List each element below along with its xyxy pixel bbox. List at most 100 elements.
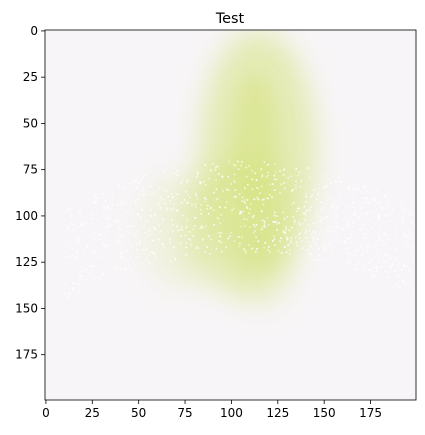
speckle-dot [408,230,411,233]
speckle-dot [306,249,308,252]
speckle-dot [153,226,155,228]
speckle-dot [144,232,146,234]
speckle-dot [214,168,217,171]
speckle-dot [167,195,169,198]
speckle-dot [117,203,119,206]
speckle-dot [275,178,278,181]
speckle-dot [249,208,251,210]
y-tick-label: 150 [15,301,38,315]
speckle-dot [358,262,360,265]
speckle-dot [181,179,184,182]
speckle-dot [308,209,310,211]
speckle-dot [102,192,105,194]
speckle-dot [289,249,291,251]
speckle-dot [216,165,219,168]
plot-frame [44,29,417,401]
speckle-dot [298,237,301,240]
speckle-dot [172,207,175,209]
speckle-dot [129,225,132,227]
speckle-dot [389,257,392,259]
speckle-dot [349,189,351,191]
speckle-dot [252,216,254,218]
speckle-dot [119,240,121,242]
speckle-dot [245,252,247,254]
speckle-dot [98,233,101,235]
speckle-dot [171,192,173,195]
speckle-dot [88,272,90,275]
speckle-dot [77,237,80,239]
speckle-dot [162,199,164,201]
speckle-dot [256,248,258,250]
speckle-dot [103,273,105,276]
speckle-dot [93,278,95,281]
speckle-dot [76,283,79,285]
speckle-dot [353,268,356,270]
speckle-dot [106,207,109,210]
speckle-dot [135,243,138,246]
speckle-dot [256,187,259,189]
speckle-dot [119,228,121,231]
speckle-dot [313,259,315,261]
speckle-dot [97,282,100,285]
speckle-dot [353,202,355,204]
speckle-dot [209,169,212,171]
speckle-dot [266,174,269,177]
speckle-dot [166,189,169,192]
speckle-dot [365,197,367,200]
speckle-dot [199,227,202,229]
speckle-dot [234,189,237,191]
speckle-dot [246,218,248,221]
speckle-dot [235,196,237,198]
speckle-dot [271,196,273,199]
speckle-dot [377,215,380,218]
speckle-dot [269,183,272,186]
speckle-dot [173,177,175,180]
speckle-dot [153,253,156,255]
speckle-dot [265,176,268,178]
speckle-dot [410,222,413,224]
speckle-dot [220,232,222,234]
speckle-dot [69,255,72,258]
speckle-dot [233,207,235,210]
speckle-dot [280,183,283,186]
speckle-dot [301,240,303,243]
speckle-dot [362,197,365,199]
speckle-dot [93,202,95,204]
speckle-dot [167,175,169,178]
speckle-dot [154,257,157,259]
speckle-dot [145,244,147,246]
speckle-dot [267,163,269,166]
speckle-dot [237,168,240,170]
speckle-dot [233,180,235,182]
speckle-dot [69,292,71,295]
speckle-dot [251,178,253,181]
speckle-dot [72,282,74,284]
speckle-dot [82,222,85,225]
speckle-dot [225,201,228,203]
speckle-dot [297,207,299,210]
speckle-dot [245,166,248,169]
speckle-dot [287,177,289,179]
speckle-dot [253,198,256,201]
speckle-dot [308,230,310,232]
speckle-dot [136,181,139,184]
speckle-dot [204,200,206,203]
speckle-dot [295,167,298,170]
speckle-dot [276,223,278,225]
speckle-dot [226,188,228,191]
speckle-dot [185,246,187,249]
speckle-dot [340,180,342,183]
speckle-dot [385,193,388,196]
speckle-dot [370,234,373,237]
speckle-dot [220,241,223,244]
speckle-dot [320,229,323,232]
speckle-dot [111,204,114,206]
speckle-dot [212,163,214,165]
speckle-dot [119,268,122,270]
speckle-dot [290,237,293,239]
speckle-dot [378,250,380,253]
speckle-dot [403,265,406,268]
speckle-dot [358,187,360,189]
speckle-dot [108,223,110,226]
speckle-dot [210,206,213,209]
